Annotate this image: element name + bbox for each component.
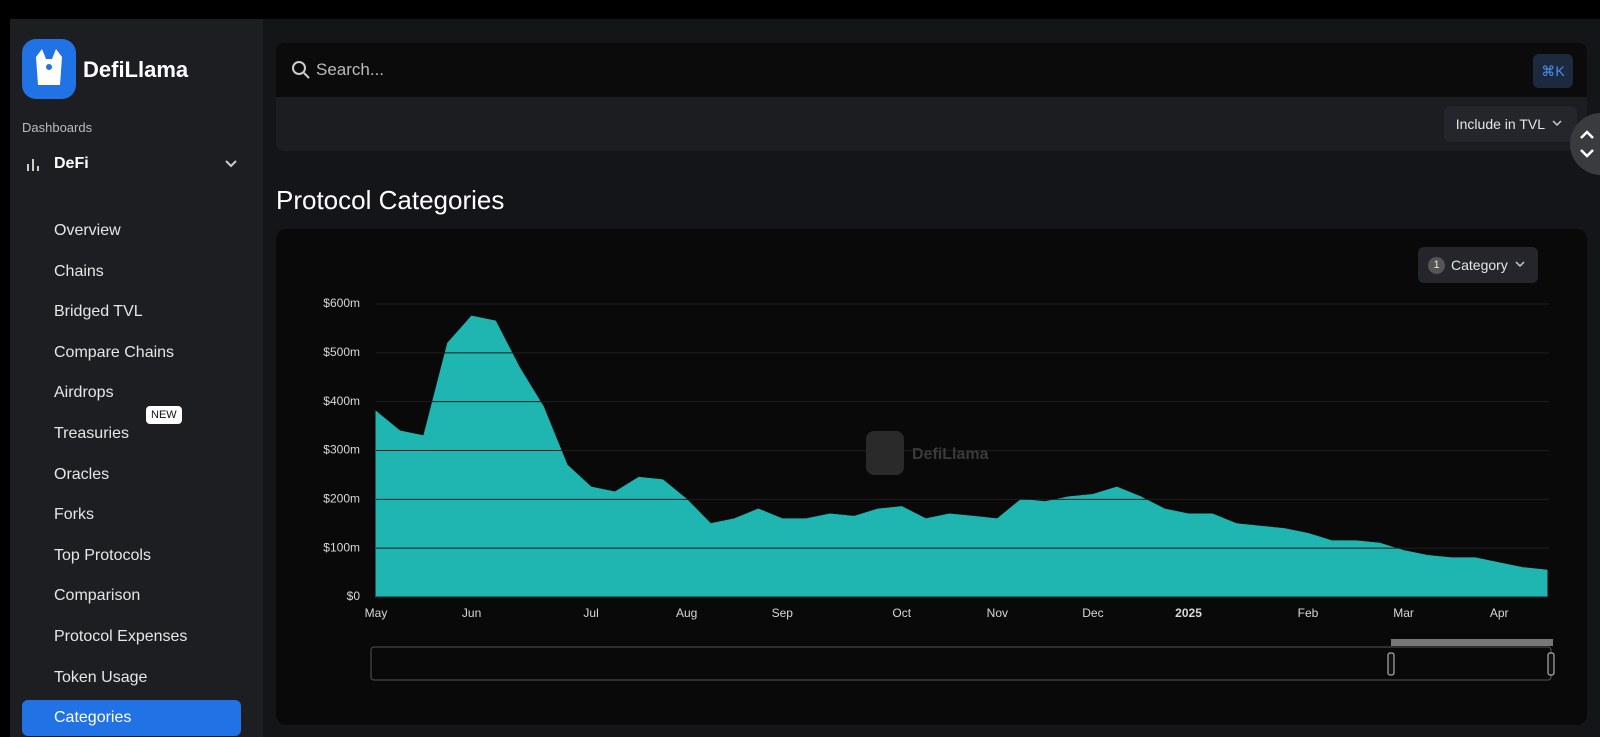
x-tick-label: May bbox=[365, 606, 388, 620]
nav-item[interactable]: Token Usage bbox=[54, 668, 148, 686]
chart: Apr Mar Feb 2025 Dec Nov Oct Sep Aug Jul Jun May $60… bbox=[323, 296, 1555, 681]
include-tvl-button[interactable]: Include in TVL bbox=[1443, 106, 1577, 142]
scroll-button[interactable] bbox=[1569, 112, 1600, 176]
x-tick-label: Oct bbox=[892, 606, 911, 620]
x-tick-label: Sep bbox=[772, 606, 794, 620]
area bbox=[375, 315, 1548, 598]
nav-item[interactable]: Treasuries bbox=[54, 425, 129, 442]
sidebar: DefiLlama Dashboards DeFi Overview Chains… bbox=[10, 19, 263, 737]
y-tick-label: $400m bbox=[323, 394, 360, 408]
nav-item[interactable]: Bridged TVL bbox=[54, 303, 143, 321]
chevron[interactable] bbox=[224, 159, 238, 169]
nav-item[interactable]: Airdrops bbox=[54, 384, 114, 402]
y-tick-label: $300m bbox=[323, 443, 360, 457]
x-tick-label: Dec bbox=[1082, 606, 1103, 620]
chevron bbox=[1515, 261, 1525, 268]
y-tick-label: $0 bbox=[347, 589, 361, 603]
x-tick-label: 2025 bbox=[1175, 606, 1202, 620]
nav-item[interactable]: Categories bbox=[22, 700, 241, 737]
nav-item[interactable]: Chains bbox=[54, 262, 104, 280]
nav-item[interactable]: Top Protocols bbox=[54, 546, 151, 564]
y-tick-label: $500m bbox=[323, 345, 360, 359]
zoom-slider[interactable] bbox=[370, 646, 1552, 681]
nav-item[interactable]: Oracles bbox=[54, 465, 110, 483]
nav-item[interactable]: Forks bbox=[54, 506, 94, 524]
x-tick-label: Aug bbox=[676, 606, 697, 620]
filter-bar: Include in TVL bbox=[276, 97, 1587, 151]
x-tick-label: Apr bbox=[1490, 606, 1509, 620]
watermark-logo bbox=[866, 431, 904, 475]
x-tick-label: Mar bbox=[1393, 606, 1414, 620]
nav-item[interactable]: Comparison bbox=[54, 587, 141, 605]
shortcut: ⌘K bbox=[1533, 54, 1573, 88]
category-button[interactable]: 1 Category bbox=[1418, 247, 1538, 283]
main: Search... ⌘K Include in TVL Protocol Cat… bbox=[263, 19, 1600, 737]
zoom-handle[interactable] bbox=[1387, 652, 1395, 676]
chart-icon bbox=[27, 159, 39, 171]
search-placeholder: Search... bbox=[316, 60, 385, 79]
include-tvl-label: Include in TVL bbox=[1455, 116, 1545, 132]
nav-item[interactable]: Overview bbox=[54, 222, 121, 239]
category-count: 1 bbox=[1428, 256, 1445, 274]
nav-item[interactable]: Compare Chains bbox=[54, 343, 175, 361]
y-tick-label: $600m bbox=[323, 296, 360, 310]
zoom-handle[interactable] bbox=[1547, 652, 1555, 676]
search-bar[interactable]: Search... ⌘K bbox=[276, 43, 1587, 97]
page-title: Protocol Categories bbox=[276, 185, 505, 215]
nav-item[interactable]: Protocol Expenses bbox=[54, 628, 188, 645]
y-tick-label: $100m bbox=[323, 540, 360, 554]
new-badge: NEW bbox=[146, 406, 182, 424]
x-tick-label: Feb bbox=[1298, 606, 1319, 620]
zoom-range[interactable] bbox=[1391, 639, 1553, 646]
watermark: DefiLlama bbox=[912, 446, 989, 463]
x-tick-label: Jul bbox=[583, 606, 598, 620]
x-tick-label: Jun bbox=[462, 606, 481, 620]
group-label[interactable]: DeFi bbox=[54, 155, 89, 172]
chevron bbox=[1552, 120, 1562, 127]
brand[interactable]: DefiLlama bbox=[83, 57, 189, 82]
logo[interactable] bbox=[22, 39, 76, 99]
y-tick-label: $200m bbox=[323, 492, 360, 506]
search-icon bbox=[292, 61, 310, 79]
category-label: Category bbox=[1451, 257, 1508, 273]
section-label: Dashboards bbox=[22, 120, 93, 135]
chart-panel: Apr Mar Feb 2025 Dec Nov Oct Sep Aug Jul Jun May $60… bbox=[276, 229, 1587, 725]
x-tick-label: Nov bbox=[987, 606, 1008, 620]
